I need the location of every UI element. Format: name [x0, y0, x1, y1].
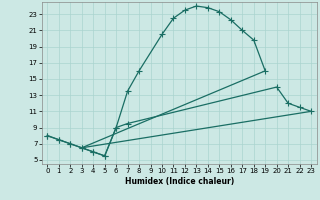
- X-axis label: Humidex (Indice chaleur): Humidex (Indice chaleur): [124, 177, 234, 186]
